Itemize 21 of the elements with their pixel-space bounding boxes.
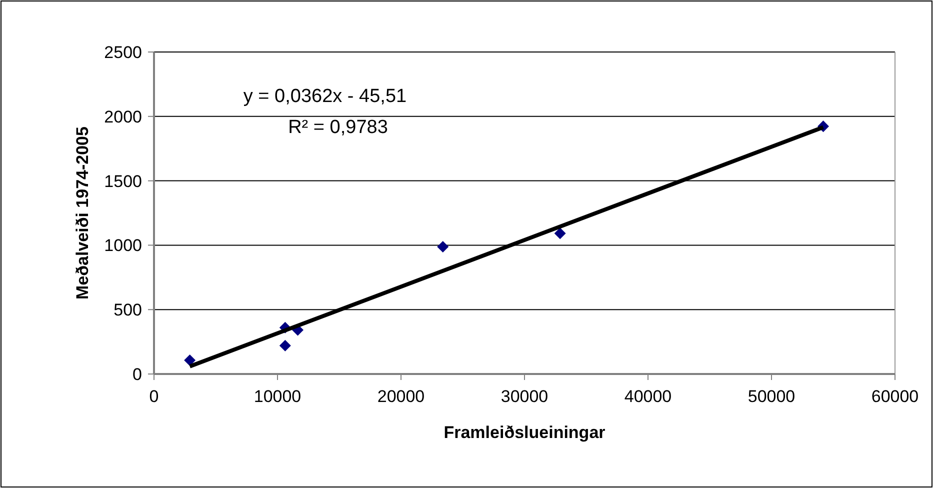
point — [437, 240, 449, 253]
y-axis-title: Meðalveiði 1974-2005 — [73, 126, 92, 300]
x-tick-label: 50000 — [748, 387, 796, 406]
x-tick-label: 10000 — [254, 387, 302, 406]
point — [184, 354, 196, 366]
y-tick-label: 2000 — [104, 107, 142, 126]
annotation: R² = 0,9783 — [288, 117, 388, 138]
point — [279, 340, 291, 352]
x-tick-label: 40000 — [624, 387, 672, 406]
x-tick-label: 30000 — [500, 387, 548, 406]
x-tick-label: 0 — [149, 387, 159, 406]
y-tick-label: 1000 — [104, 236, 142, 256]
x-tick-label: 20000 — [377, 387, 425, 406]
y-tick-label: 2500 — [104, 42, 142, 62]
x-axis-title: Framleiðslueiningar — [444, 423, 606, 442]
x-tick-label: 60000 — [871, 387, 919, 406]
y-tick-label: 0 — [132, 364, 142, 384]
y-tick-label: 1500 — [104, 172, 142, 191]
point — [554, 228, 566, 240]
annotation: y = 0,0362x - 45,51 — [243, 86, 407, 107]
y-tick-label: 500 — [114, 300, 142, 320]
